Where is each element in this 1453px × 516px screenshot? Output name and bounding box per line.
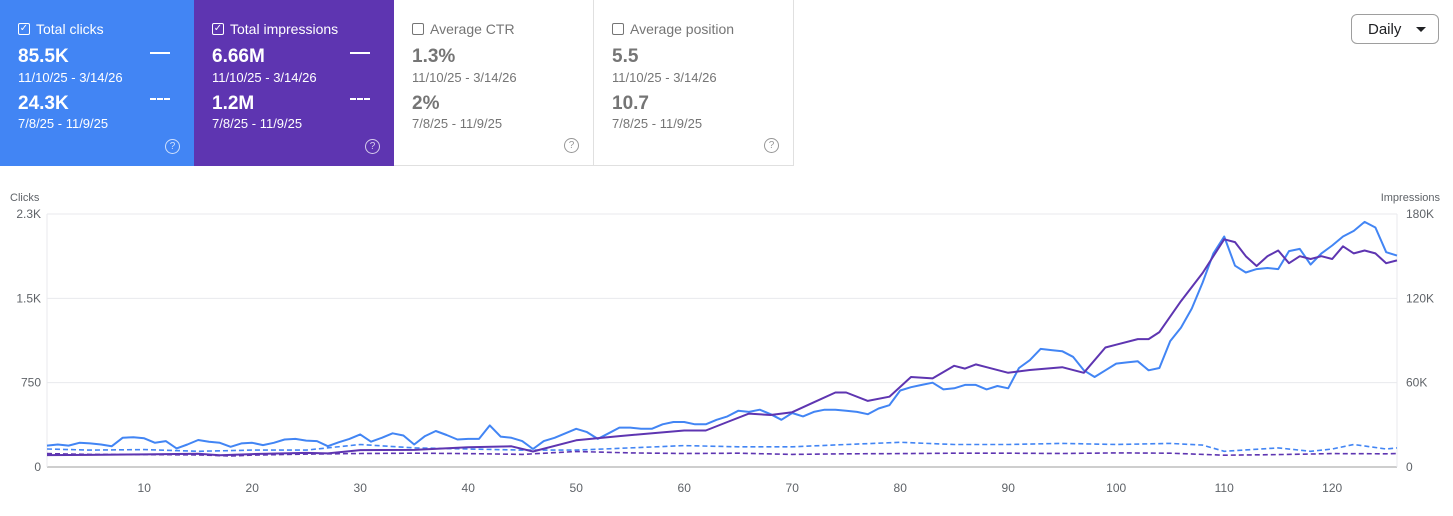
x-axis-tick-label: 30: [354, 481, 368, 495]
interval-select-value: Daily: [1368, 20, 1402, 38]
help-icon[interactable]: ?: [764, 138, 779, 153]
x-axis-tick-label: 100: [1106, 481, 1126, 495]
solid-line-legend-icon: [350, 52, 370, 54]
x-axis-tick-label: 80: [894, 481, 908, 495]
dashed-line-legend-icon: [150, 98, 170, 100]
metric-label: Average position: [630, 21, 735, 37]
checkbox-checked-icon[interactable]: ✓: [212, 23, 224, 35]
x-axis-tick-label: 60: [678, 481, 692, 495]
metric-current-range: 11/10/25 - 3/14/26: [212, 70, 317, 85]
metric-current-value: 85.5K: [18, 46, 69, 67]
left-axis-title: Clicks: [10, 192, 40, 204]
metric-previous-value: 24.3K: [18, 93, 69, 114]
metric-previous-range: 7/8/25 - 11/9/25: [412, 116, 503, 131]
metric-current-value: 1.3%: [412, 46, 456, 67]
metric-previous-range: 7/8/25 - 11/9/25: [18, 116, 109, 131]
metric-label: Average CTR: [430, 21, 515, 37]
left-axis-tick-label: 1.5K: [16, 291, 41, 305]
right-axis-tick-label: 120K: [1406, 291, 1434, 305]
interval-select[interactable]: Daily: [1351, 14, 1439, 44]
metric-current-value: 6.66M: [212, 46, 265, 67]
checkbox-unchecked-icon[interactable]: [612, 23, 624, 35]
clicks-dashed-series-line: [46, 441, 1398, 453]
impressions-dashed-series-line: [46, 450, 1398, 457]
dropdown-caret-icon: [1416, 27, 1426, 32]
x-axis-tick-label: 120: [1322, 481, 1342, 495]
metric-current-value: 5.5: [612, 46, 639, 67]
help-icon[interactable]: ?: [165, 139, 180, 154]
total-impressions-header: ✓ Total impressions: [212, 21, 338, 37]
right-axis-tick-label: 60K: [1406, 376, 1427, 390]
metric-current-range: 11/10/25 - 3/14/26: [412, 70, 517, 85]
average-ctr-header: Average CTR: [412, 21, 515, 37]
metric-previous-range: 7/8/25 - 11/9/25: [612, 116, 703, 131]
metric-label: Total clicks: [36, 21, 104, 37]
left-axis-tick-label: 2.3K: [16, 207, 41, 221]
help-icon[interactable]: ?: [564, 138, 579, 153]
impressions-solid-series-line: [46, 238, 1398, 457]
metric-current-range: 11/10/25 - 3/14/26: [612, 70, 717, 85]
metric-previous-range: 7/8/25 - 11/9/25: [212, 116, 303, 131]
average-ctr-card[interactable]: Average CTR 1.3% 11/10/25 - 3/14/26 2% 7…: [394, 0, 594, 166]
metric-label: Total impressions: [230, 21, 339, 37]
x-axis-tick-label: 40: [462, 481, 476, 495]
total-clicks-header: ✓ Total clicks: [18, 21, 104, 37]
x-axis-tick-label: 50: [570, 481, 584, 495]
average-position-header: Average position: [612, 21, 734, 37]
average-position-card[interactable]: Average position 5.5 11/10/25 - 3/14/26 …: [594, 0, 794, 166]
right-axis-tick-label: 180K: [1406, 207, 1434, 221]
help-icon[interactable]: ?: [365, 139, 380, 154]
x-axis-tick-label: 20: [246, 481, 260, 495]
x-axis-tick-label: 90: [1002, 481, 1016, 495]
total-clicks-card[interactable]: ✓ Total clicks 85.5K 11/10/25 - 3/14/26 …: [0, 0, 194, 166]
right-axis-tick-label: 0: [1406, 460, 1413, 474]
x-axis-tick-label: 110: [1215, 481, 1234, 495]
metric-previous-value: 10.7: [612, 93, 649, 114]
left-axis-tick-label: 0: [34, 460, 41, 474]
checkbox-checked-icon[interactable]: ✓: [18, 23, 30, 35]
clicks-solid-series-line: [46, 220, 1398, 450]
metric-previous-value: 2%: [412, 93, 440, 114]
right-axis-title: Impressions: [1381, 192, 1441, 204]
metric-current-range: 11/10/25 - 3/14/26: [18, 70, 123, 85]
checkbox-unchecked-icon[interactable]: [412, 23, 424, 35]
x-axis-tick-label: 10: [138, 481, 152, 495]
left-axis-tick-label: 750: [21, 376, 41, 390]
total-impressions-card[interactable]: ✓ Total impressions 6.66M 11/10/25 - 3/1…: [194, 0, 394, 166]
dashed-line-legend-icon: [350, 98, 370, 100]
metric-previous-value: 1.2M: [212, 93, 255, 114]
x-axis-tick-label: 70: [786, 481, 800, 495]
solid-line-legend-icon: [150, 52, 170, 54]
